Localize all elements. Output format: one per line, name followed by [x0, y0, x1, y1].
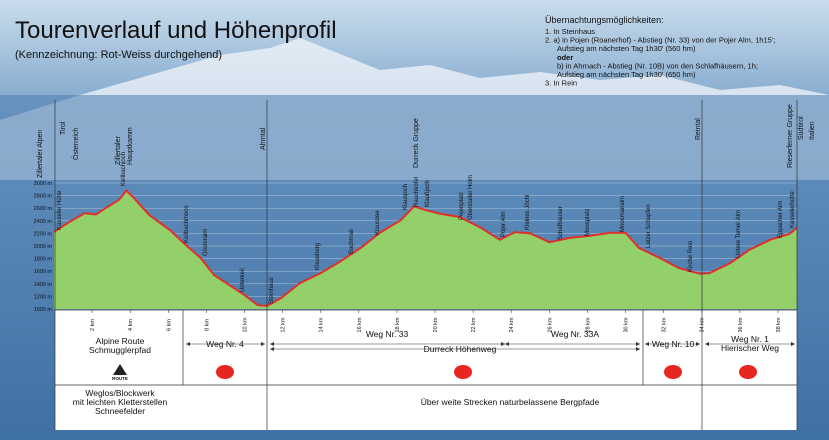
x-tick-label: 12 km: [281, 317, 287, 332]
x-tick-label: 4 km: [128, 319, 134, 331]
x-tick-label: 26 km: [547, 317, 553, 332]
place-label: Kasseler Hütte: [57, 190, 63, 230]
route-label: Weg Nr. 33A: [551, 329, 599, 339]
trail-marker: [664, 365, 682, 379]
y-tick-label: 1200 m: [34, 294, 53, 300]
y-tick-label: 1400 m: [34, 282, 53, 288]
place-label: Klausjoch: [403, 184, 409, 210]
route-label: Weg Nr. 33: [366, 329, 409, 339]
note-line: Aufstieg am nächsten Tag 1h30' (560 hm): [557, 44, 696, 53]
route-icon: [113, 364, 127, 375]
note-line: 1. In Steinhaus: [545, 27, 595, 36]
trail-marker: [454, 365, 472, 379]
place-label: Kirche Rein: [688, 241, 694, 272]
region-label: Zillertaler: [115, 136, 122, 165]
region-label: Ahrntal: [260, 127, 267, 150]
note-line: b) in Ahrnach - Abstieg (Nr. 10B) von de…: [557, 61, 758, 70]
y-tick-label: 2200 m: [34, 231, 53, 237]
place-label: Steinhaus: [269, 277, 275, 304]
x-tick-label: 22 km: [471, 317, 477, 332]
place-label: Oberstaller Holm: [468, 175, 474, 220]
terrain-label: Schneefelder: [95, 406, 145, 416]
y-tick-label: 3000 m: [34, 181, 53, 187]
y-tick-label: 2400 m: [34, 219, 53, 225]
y-tick-label: 1600 m: [34, 269, 53, 275]
region-label: Österreich: [72, 128, 80, 160]
icon-label: ROUTE: [112, 376, 128, 381]
y-tick-label: 2600 m: [34, 206, 53, 212]
terrain-label: Über weite Strecken naturbelassene Bergp…: [421, 397, 600, 407]
place-label: Pojenplatz: [459, 192, 465, 220]
place-label: Untere Temer Alm: [736, 210, 742, 258]
x-tick-label: 38 km: [776, 317, 782, 332]
title: Tourenverlauf und Höhenprofil: [15, 17, 337, 44]
x-tick-label: 32 km: [662, 317, 668, 332]
route-label: Hierischer Weg: [721, 343, 779, 353]
x-tick-label: 2 km: [90, 319, 96, 331]
region-label: Zillertaler Alpen: [37, 130, 44, 178]
place-label: Eppacher Alm: [778, 201, 784, 238]
place-label: Keilbachjoch: [121, 152, 127, 186]
x-tick-label: 8 km: [204, 319, 210, 331]
route-label: Schmugglerpfad: [89, 345, 151, 355]
place-label: Schafhäuser: [558, 206, 564, 240]
place-label: Unterkeil: [240, 268, 246, 292]
x-tick-label: 10 km: [243, 317, 249, 332]
region-label: Südtirol: [798, 116, 805, 140]
place-label: Pojer Alm: [501, 211, 507, 237]
note-line: Aufstieg am nächsten Tag 1h30' (650 hm): [557, 70, 696, 79]
y-tick-label: 2800 m: [34, 194, 53, 200]
place-label: Keilbachmoos: [184, 205, 190, 243]
route-label: Alpine Route: [96, 336, 145, 346]
elevation-area: [54, 190, 797, 309]
region-label: Italien: [809, 121, 816, 140]
note-line: 3. In Rein: [545, 79, 577, 88]
y-tick-label: 2000 m: [34, 244, 53, 250]
x-tick-label: 20 km: [433, 317, 439, 332]
place-label: Kasselerhütte: [790, 191, 796, 228]
x-tick-label: 36 km: [738, 317, 744, 332]
place-label: Gösleralm: [203, 229, 209, 256]
region-label: Reintal: [695, 118, 702, 140]
trail-marker: [216, 365, 234, 379]
y-tick-label: 1800 m: [34, 257, 53, 263]
place-label: Klausberg: [315, 243, 321, 270]
x-tick-label: 6 km: [166, 319, 172, 331]
region-label: Hauptkamm: [127, 127, 134, 165]
place-label: Rauchkofel: [414, 177, 420, 207]
terrain-label: Weglos/Blockwerk: [85, 388, 155, 398]
region-label: Tirol: [60, 121, 67, 135]
route-label: Weg Nr. 1: [731, 334, 769, 344]
note-line: oder: [557, 53, 573, 62]
elevation-line: [53, 189, 798, 307]
terrain-label: mit leichten Kletterstellen: [73, 397, 168, 407]
x-tick-label: 34 km: [700, 317, 706, 332]
chart: Übernachtungsmöglichkeiten: 1. In Steinha…: [34, 15, 816, 430]
x-tick-label: 14 km: [319, 317, 325, 332]
place-label: Latzer Schupfen: [646, 204, 652, 248]
notes-heading: Übernachtungsmöglichkeiten:: [545, 15, 664, 25]
x-tick-label: 24 km: [509, 317, 515, 332]
x-tick-label: 18 km: [395, 317, 401, 332]
trail-marker: [739, 365, 757, 379]
subtitle: (Kennzeichnung: Rot-Weiss durchgehend): [15, 49, 222, 61]
note-line: 2. a) in Pojen (Roanerhof) - Abstieg (Nr…: [545, 36, 775, 45]
place-label: Bachmair: [349, 229, 355, 254]
region-label: Rieserferner Gruppe: [787, 104, 794, 168]
y-tick-label: 1000 m: [34, 307, 53, 313]
x-tick-label: 16 km: [357, 317, 363, 332]
place-label: Moosmairalm: [620, 196, 626, 232]
place-label: Kleines Jöchl: [525, 195, 531, 230]
region-label: Durreck Gruppe: [413, 118, 420, 168]
place-label: Klaussee: [375, 210, 381, 235]
x-tick-label: 30 km: [624, 317, 630, 332]
place-label: Klaußjoch: [425, 180, 431, 207]
x-tick-label: 28 km: [585, 317, 591, 332]
place-label: Moosplatz: [585, 209, 591, 236]
